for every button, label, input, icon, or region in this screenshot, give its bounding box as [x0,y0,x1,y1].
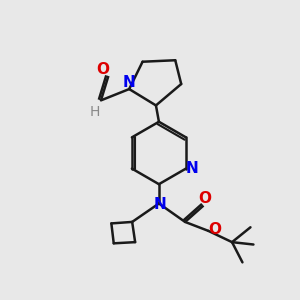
Text: N: N [122,75,135,90]
Text: O: O [208,222,221,237]
Text: O: O [97,62,110,77]
Text: N: N [153,196,166,211]
Text: O: O [199,191,212,206]
Text: H: H [89,105,100,119]
Text: N: N [186,161,199,176]
